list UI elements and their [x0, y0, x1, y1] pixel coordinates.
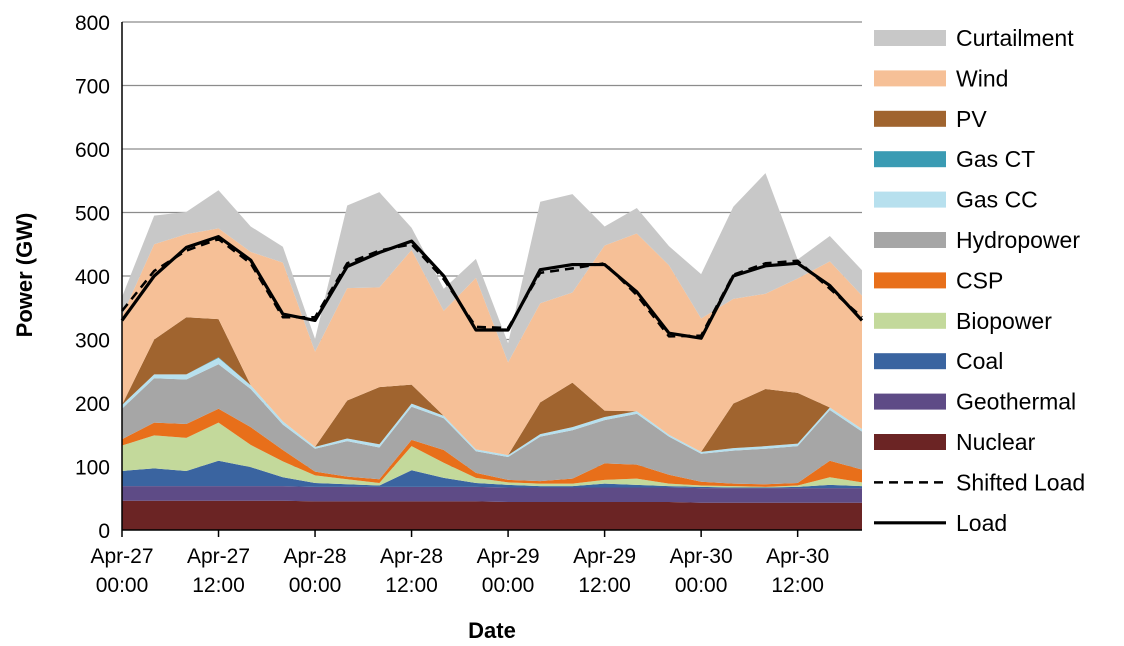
- x-tick-label-time: 00:00: [96, 574, 149, 597]
- legend-label-csp: CSP: [956, 267, 1003, 293]
- area-wind: [122, 228, 862, 456]
- legend-swatch-nuclear: [874, 434, 946, 450]
- x-tick-label-date: Apr-30: [670, 545, 733, 568]
- legend-label-geothermal: Geothermal: [956, 389, 1076, 415]
- area-hydropower: [122, 364, 862, 485]
- legend-label-nuclear: Nuclear: [956, 429, 1036, 455]
- x-tick-label-date: Apr-27: [187, 545, 250, 568]
- legend-label-wind: Wind: [956, 65, 1008, 91]
- legend-label-gas-cc: Gas CC: [956, 187, 1038, 213]
- y-tick-label: 700: [75, 76, 110, 99]
- x-tick-label-time: 12:00: [771, 574, 824, 597]
- legend-swatch-geothermal: [874, 393, 946, 410]
- legend-swatch-csp: [874, 272, 946, 289]
- legend-swatch-biopower: [874, 312, 946, 329]
- y-tick-label: 400: [75, 266, 110, 289]
- legend-swatch-gas-ct: [874, 151, 946, 168]
- y-tick-label: 500: [75, 203, 110, 226]
- area-pv: [122, 317, 862, 456]
- legend-label-pv: PV: [956, 106, 987, 132]
- line-load: [120, 235, 864, 340]
- legend-swatch-coal: [874, 353, 946, 370]
- legend-label-curtailment: Curtailment: [956, 25, 1074, 51]
- y-axis-title: Power (GW): [12, 213, 37, 338]
- x-tick-label-date: Apr-30: [766, 545, 829, 568]
- legend-label-shifted-load: Shifted Load: [956, 469, 1085, 495]
- area-csp: [122, 408, 862, 487]
- x-tick-label-date: Apr-27: [90, 545, 153, 568]
- x-tick-label-time: 12:00: [192, 574, 245, 597]
- stacked-areas: [122, 173, 862, 530]
- legend-swatch-curtailment: [874, 30, 946, 46]
- y-tick-label: 200: [75, 393, 110, 416]
- legend-label-gas-ct: Gas CT: [956, 146, 1035, 172]
- x-tick-label-time: 00:00: [482, 574, 535, 597]
- legend-label-coal: Coal: [956, 348, 1003, 374]
- legend-swatch-pv: [874, 110, 946, 127]
- y-tick-label: 600: [75, 139, 110, 162]
- x-tick-label-time: 12:00: [385, 574, 438, 597]
- legend-swatch-gas-cc: [874, 191, 946, 208]
- legend-swatch-wind: [874, 70, 946, 87]
- x-tick-label-date: Apr-28: [284, 545, 347, 568]
- y-tick-label: 100: [75, 457, 110, 480]
- x-axis-title: Date: [468, 618, 516, 643]
- legend-swatch-hydropower: [874, 232, 946, 248]
- legend: Curtailment Wind PV Gas CT Gas CC Hydropower C…: [874, 25, 1085, 536]
- x-tick-label-date: Apr-29: [573, 545, 636, 568]
- x-tick-label-time: 12:00: [578, 574, 631, 597]
- area-biopower: [122, 422, 862, 488]
- area-coal: [122, 460, 862, 489]
- legend-label-hydropower: Hydropower: [956, 227, 1080, 253]
- axes: 0 100 200 300 400 500 600 700 800 Apr-27 00:00 Apr-…: [75, 12, 862, 597]
- area-geothermal: [122, 486, 862, 503]
- legend-label-load: Load: [956, 510, 1007, 536]
- load-lines: [120, 235, 864, 340]
- area-gas-cc: [122, 357, 862, 457]
- y-tick-label: 800: [75, 12, 110, 35]
- legend-label-biopower: Biopower: [956, 308, 1052, 334]
- y-tick-label: 0: [98, 520, 110, 543]
- area-nuclear: [122, 500, 862, 530]
- x-tick-label-time: 00:00: [289, 574, 342, 597]
- x-tick-label-time: 00:00: [675, 574, 728, 597]
- x-tick-label-date: Apr-29: [477, 545, 540, 568]
- area-curtailment: [122, 173, 862, 363]
- y-tick-label: 300: [75, 330, 110, 353]
- x-tick-label-date: Apr-28: [380, 545, 443, 568]
